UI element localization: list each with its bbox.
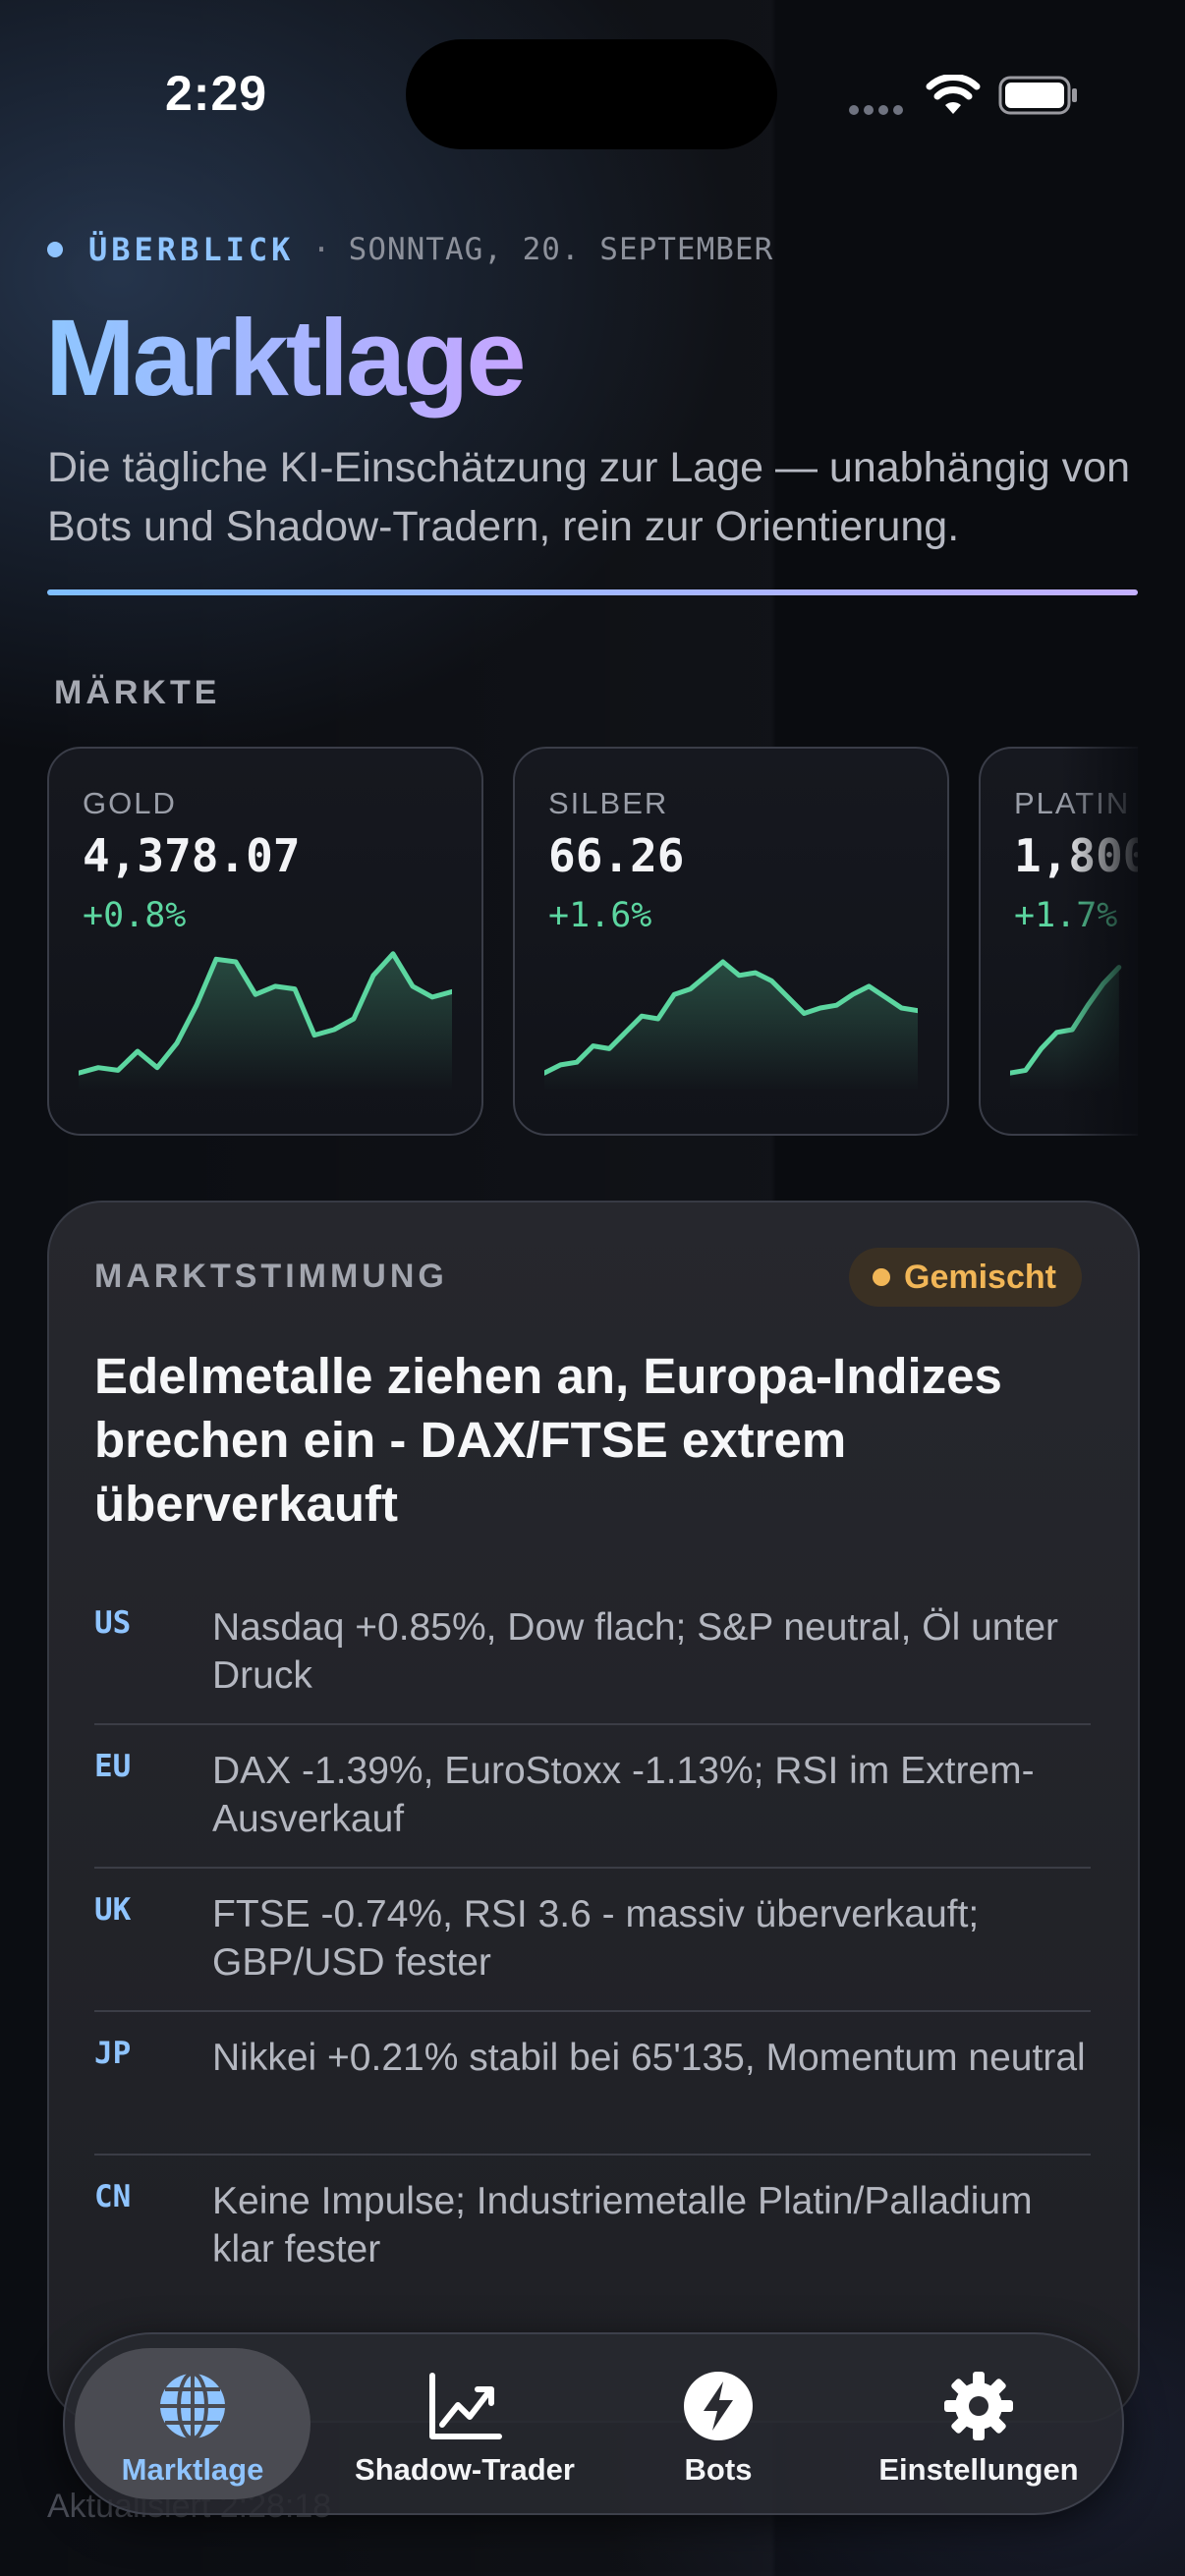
- market-change: +1.6%: [548, 896, 652, 935]
- region-text: Keine Impulse; Industriemetalle Platin/P…: [212, 2180, 1033, 2270]
- accent-divider: [47, 589, 1138, 595]
- region-row-jp: JP Nikkei +0.21% stabil bei 65'135, Mome…: [94, 2012, 1091, 2156]
- date-label: SONNTAG, 20. SEPTEMBER: [348, 232, 774, 267]
- tab-label: Shadow-Trader: [355, 2452, 575, 2487]
- gear-icon: [944, 2372, 1013, 2440]
- badge-dot-icon: [873, 1268, 890, 1286]
- region-list: US Nasdaq +0.85%, Dow flach; S&P neutral…: [94, 1582, 1091, 2297]
- page-title: Marktlage: [45, 295, 527, 422]
- sparkline-area: [79, 953, 452, 1092]
- sparkline-chart: [544, 959, 918, 1092]
- sentiment-label: MARKTSTIMMUNG: [94, 1258, 448, 1295]
- region-text: Nikkei +0.21% stabil bei 65'135, Momentu…: [212, 2037, 1086, 2079]
- section-tag: ÜBERBLICK: [88, 231, 295, 268]
- overline: ÜBERBLICK · SONNTAG, 20. SEPTEMBER: [47, 228, 773, 271]
- region-row-cn: CN Keine Impulse; Industriemetalle Plati…: [94, 2156, 1091, 2297]
- tab-einstellungen[interactable]: Einstellungen: [851, 2348, 1106, 2499]
- market-change: +0.8%: [83, 896, 187, 935]
- region-code: UK: [94, 1892, 132, 1928]
- chart-line-icon: [429, 2373, 502, 2439]
- tab-bots[interactable]: Bots: [645, 2348, 792, 2499]
- region-code: EU: [94, 1749, 132, 1784]
- globe-icon: [160, 2372, 225, 2440]
- tab-label: Einstellungen: [878, 2452, 1079, 2487]
- wifi-icon: [926, 75, 981, 114]
- region-code: CN: [94, 2179, 132, 2214]
- sparkline-area: [544, 962, 918, 1092]
- region-text: FTSE -0.74%, RSI 3.6 - massiv überverkau…: [212, 1893, 980, 1984]
- market-card-silber[interactable]: SILBER 66.26 +1.6%: [513, 747, 949, 1136]
- tab-shadow-trader[interactable]: Shadow-Trader: [322, 2348, 607, 2499]
- sentiment-card: [47, 1201, 1140, 2423]
- page-subtitle: Die tägliche KI-Einschätzung zur Lage — …: [47, 444, 1130, 550]
- region-code: US: [94, 1605, 132, 1641]
- market-price: 66.26: [548, 829, 685, 882]
- market-price: 1,800: [1014, 829, 1138, 882]
- market-card-platin[interactable]: PLATIN 1,800 +1.7%: [979, 747, 1138, 1136]
- market-name: GOLD: [83, 786, 177, 820]
- region-text: Nasdaq +0.85%, Dow flach; S&P neutral, Ö…: [212, 1606, 1059, 1697]
- separator: ·: [311, 231, 331, 268]
- tab-bar: Marktlage Shadow-Trader Bots: [63, 2332, 1124, 2515]
- market-price: 4,378.07: [83, 829, 301, 882]
- market-change: +1.7%: [1014, 896, 1118, 935]
- sparkline-chart: [79, 951, 452, 1092]
- region-text: DAX -1.39%, EuroStoxx -1.13%; RSI im Ext…: [212, 1750, 1035, 1840]
- market-name: PLATIN: [1014, 786, 1131, 820]
- markets-section-label: MÄRKTE: [54, 674, 221, 711]
- cellular-signal-icon: [849, 102, 908, 120]
- bolt-icon: [684, 2372, 753, 2440]
- sparkline-line: [79, 951, 452, 1076]
- tab-label: Bots: [684, 2452, 753, 2487]
- status-time: 2:29: [165, 66, 268, 121]
- tab-marktlage[interactable]: Marktlage: [75, 2348, 310, 2499]
- badge-text: Gemischt: [904, 1258, 1056, 1296]
- battery-icon: [998, 76, 1077, 115]
- region-row-eu: EU DAX -1.39%, EuroStoxx -1.13%; RSI im …: [94, 1725, 1091, 1869]
- markets-carousel[interactable]: GOLD 4,378.07 +0.8% SILBER 66.26 +1.6% P…: [47, 747, 1138, 1136]
- tab-label: Marktlage: [121, 2452, 264, 2487]
- sparkline-line: [544, 959, 918, 1076]
- sentiment-headline: Edelmetalle ziehen an, Europa-Indizes br…: [94, 1348, 1002, 1532]
- dynamic-island: [406, 39, 777, 149]
- sentiment-badge: Gemischt: [849, 1248, 1082, 1307]
- region-row-us: US Nasdaq +0.85%, Dow flach; S&P neutral…: [94, 1582, 1091, 1725]
- market-name: SILBER: [548, 786, 669, 820]
- section-dot-icon: [47, 242, 63, 257]
- region-row-uk: UK FTSE -0.74%, RSI 3.6 - massiv überver…: [94, 1869, 1091, 2012]
- sparkline-chart: [1010, 965, 1122, 1092]
- market-card-gold[interactable]: GOLD 4,378.07 +0.8%: [47, 747, 483, 1136]
- region-code: JP: [94, 2036, 132, 2071]
